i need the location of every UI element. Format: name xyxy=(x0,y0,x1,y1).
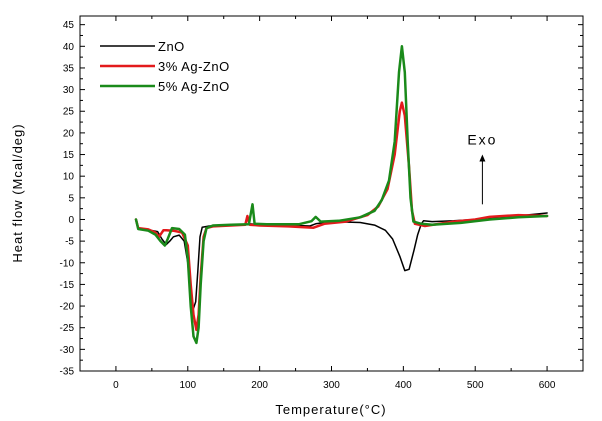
y-tick-label: 0 xyxy=(68,215,74,226)
x-tick-label: 100 xyxy=(179,380,196,391)
legend-label-zno: ZnO xyxy=(158,39,185,54)
y-tick-label: 15 xyxy=(63,150,75,161)
y-tick-label: -35 xyxy=(60,367,75,378)
exo-label: Exo xyxy=(467,132,497,148)
y-tick-label: 25 xyxy=(63,107,75,118)
axis-tick-labels: 0 100 200 300 400 500 600 -35 -30 -25 -20 -15 -10 -5 0… xyxy=(60,20,556,391)
y-tick-label: 10 xyxy=(63,172,75,183)
legend-label-5pct-ag-zno: 5% Ag-ZnO xyxy=(158,79,230,94)
x-axis-title: Temperature(°C) xyxy=(275,402,386,417)
y-tick-label: 20 xyxy=(63,128,75,139)
x-tick-label: 300 xyxy=(323,380,340,391)
y-tick-label: 35 xyxy=(63,63,75,74)
y-tick-label: 5 xyxy=(68,193,74,204)
y-tick-label: -20 xyxy=(60,302,75,313)
y-tick-label: 40 xyxy=(63,42,75,53)
x-tick-label: 0 xyxy=(113,380,119,391)
y-tick-label: -10 xyxy=(60,258,75,269)
series-lines xyxy=(134,45,549,345)
x-tick-label: 400 xyxy=(395,380,412,391)
y-tick-label: -5 xyxy=(65,237,74,248)
exo-annotation: Exo xyxy=(467,132,497,205)
series-line-5pct-ag-zno xyxy=(134,45,549,345)
y-tick-label: -15 xyxy=(60,280,75,291)
legend-label-3pct-ag-zno: 3% Ag-ZnO xyxy=(158,59,230,74)
y-tick-label: 45 xyxy=(63,20,75,31)
y-tick-label: 30 xyxy=(63,85,75,96)
axis-ticks xyxy=(79,16,584,372)
x-tick-label: 200 xyxy=(251,380,268,391)
y-axis-title: Heat flow (Mcal/deg) xyxy=(10,123,25,262)
y-tick-label: -30 xyxy=(60,345,75,356)
x-tick-label: 500 xyxy=(467,380,484,391)
plot-frame xyxy=(79,15,584,372)
legend: ZnO 3% Ag-ZnO 5% Ag-ZnO xyxy=(100,39,230,94)
x-tick-label: 600 xyxy=(539,380,556,391)
series-line-zno xyxy=(135,212,548,309)
exo-arrowhead-icon xyxy=(479,154,486,162)
y-tick-label: -25 xyxy=(60,323,75,334)
